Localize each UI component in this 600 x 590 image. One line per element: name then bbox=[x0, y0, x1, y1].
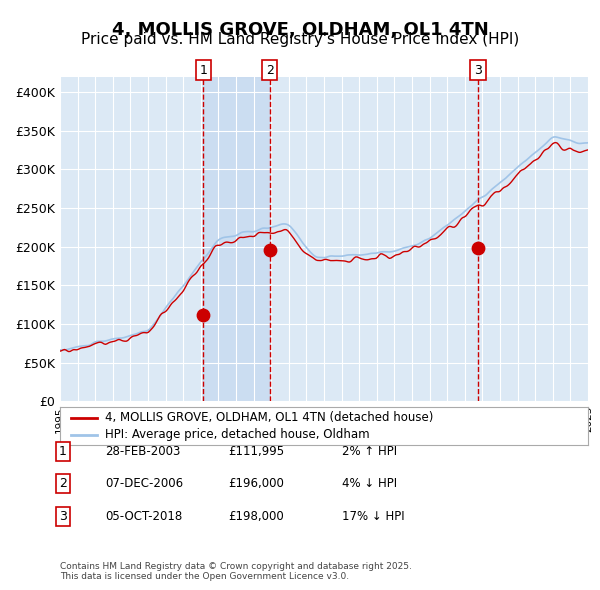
Point bbox=[265, 245, 275, 254]
Text: 3: 3 bbox=[59, 510, 67, 523]
Text: 3: 3 bbox=[474, 64, 482, 77]
Point bbox=[473, 244, 483, 253]
Text: 2: 2 bbox=[59, 477, 67, 490]
Text: 1: 1 bbox=[200, 64, 208, 77]
Text: 2% ↑ HPI: 2% ↑ HPI bbox=[342, 445, 397, 458]
Text: 17% ↓ HPI: 17% ↓ HPI bbox=[342, 510, 404, 523]
Text: £196,000: £196,000 bbox=[228, 477, 284, 490]
Text: Contains HM Land Registry data © Crown copyright and database right 2025.
This d: Contains HM Land Registry data © Crown c… bbox=[60, 562, 412, 581]
Text: 2: 2 bbox=[266, 64, 274, 77]
Text: Price paid vs. HM Land Registry's House Price Index (HPI): Price paid vs. HM Land Registry's House … bbox=[81, 32, 519, 47]
Text: £111,995: £111,995 bbox=[228, 445, 284, 458]
Point bbox=[199, 310, 208, 319]
Bar bbox=[203, 77, 270, 401]
Text: £198,000: £198,000 bbox=[228, 510, 284, 523]
Text: 07-DEC-2006: 07-DEC-2006 bbox=[105, 477, 183, 490]
Text: 05-OCT-2018: 05-OCT-2018 bbox=[105, 510, 182, 523]
Text: 4, MOLLIS GROVE, OLDHAM, OL1 4TN (detached house): 4, MOLLIS GROVE, OLDHAM, OL1 4TN (detach… bbox=[105, 411, 433, 424]
Text: 28-FEB-2003: 28-FEB-2003 bbox=[105, 445, 181, 458]
Text: HPI: Average price, detached house, Oldham: HPI: Average price, detached house, Oldh… bbox=[105, 428, 370, 441]
Text: 4% ↓ HPI: 4% ↓ HPI bbox=[342, 477, 397, 490]
Text: 4, MOLLIS GROVE, OLDHAM, OL1 4TN: 4, MOLLIS GROVE, OLDHAM, OL1 4TN bbox=[112, 21, 488, 39]
Text: 1: 1 bbox=[59, 445, 67, 458]
